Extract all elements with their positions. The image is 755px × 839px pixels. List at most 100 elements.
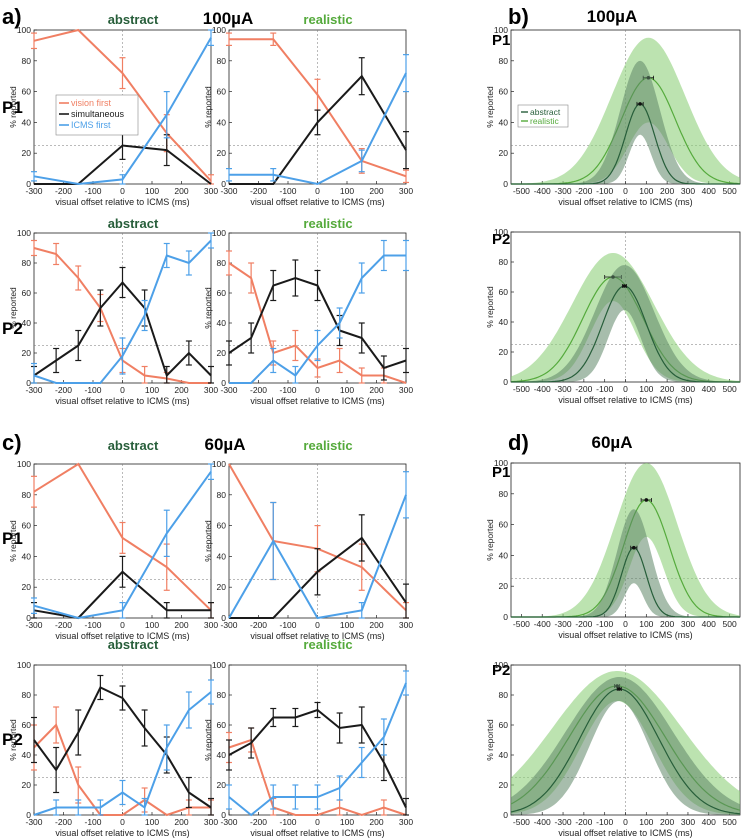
x-tick-label: -100 [279,385,296,395]
x-tick-label: 100 [340,817,354,827]
y-tick-label: 80 [217,490,227,500]
y-tick-label: 20 [499,148,509,158]
series-line-vision-first [228,738,407,817]
chart-d-p2: -500 -400 -300 -200 -100 0 100 200 300 400 500 0 20 4… [485,660,741,838]
legend-label-realistic: realistic [530,116,560,126]
x-tick-label: -300 [555,619,572,629]
y-tick-label: 100 [212,459,226,469]
x-tick-label: 500 [722,384,736,394]
x-tick-label: 200 [174,385,188,395]
y-tick-label: 40 [217,551,227,561]
x-tick-label: 500 [722,619,736,629]
y-tick-label: 80 [217,690,227,700]
x-tick-label: -500 [513,186,530,196]
y-tick-label: 100 [494,227,508,237]
panel-title-c: 60µA [205,435,246,454]
y-tick-label: 20 [22,582,32,592]
x-tick-label: -100 [84,817,101,827]
fit-curve-abstract [511,547,740,618]
participant-label-d-p2: P2 [492,662,510,679]
y-axis-label: % reported [203,719,213,761]
y-tick-label: 0 [221,179,226,189]
x-axis-label: visual offset relative to ICMS (ms) [250,631,384,641]
y-tick-label: 80 [217,56,227,66]
x-tick-label: 300 [204,186,218,196]
x-tick-label: -100 [596,186,613,196]
x-tick-label: -200 [575,186,592,196]
x-tick-label: 300 [681,619,695,629]
y-axis-label: % reported [485,719,495,761]
x-tick-label: 0 [315,385,320,395]
legend-label-vision: vision first [71,98,112,108]
chart-b-p2: -500 -400 -300 -200 -100 0 100 200 300 400 500 0 20 4… [485,227,741,405]
y-tick-label: 0 [221,613,226,623]
x-tick-label: -200 [55,385,72,395]
x-tick-label: 400 [702,384,716,394]
x-tick-label: 500 [722,817,736,827]
y-tick-label: 80 [217,258,227,268]
x-tick-label: -300 [25,186,42,196]
y-tick-label: 100 [17,660,31,670]
x-tick-label: 300 [399,385,413,395]
x-tick-label: 300 [204,385,218,395]
y-tick-label: 100 [212,25,226,35]
x-tick-label: 200 [174,186,188,196]
panel-letter-b: b) [508,4,529,29]
x-tick-label: -200 [55,620,72,630]
x-tick-label: -300 [555,817,572,827]
x-tick-label: 200 [369,186,383,196]
x-tick-label: 400 [702,186,716,196]
x-tick-label: 0 [120,817,125,827]
y-tick-label: 20 [499,347,509,357]
y-tick-label: 100 [17,459,31,469]
x-tick-label: -100 [279,817,296,827]
x-tick-label: 200 [660,619,674,629]
x-tick-label: -300 [220,817,237,827]
x-tick-label: -200 [55,817,72,827]
y-tick-label: 0 [503,179,508,189]
x-tick-label: 0 [315,620,320,630]
x-tick-label: 100 [145,186,159,196]
y-tick-label: 100 [212,228,226,238]
chart-c-p1-abstract: -300 -200 -100 0 100 200 300020406080100visual… [8,459,218,641]
panel-letter-d: d) [508,430,529,455]
legend-label-abstract: abstract [530,107,561,117]
x-tick-label: 200 [660,186,674,196]
y-tick-label: 80 [22,690,32,700]
x-tick-label: 200 [369,620,383,630]
panel-title-d: 60µA [592,433,633,452]
y-tick-label: 60 [217,720,227,730]
x-tick-label: -100 [596,817,613,827]
fit-curve-abstract [511,103,740,185]
x-tick-label: 500 [722,186,736,196]
x-axis-label: visual offset relative to ICMS (ms) [558,197,692,207]
y-axis-label: % reported [203,86,213,128]
x-tick-label: -300 [220,385,237,395]
x-tick-label: 100 [145,620,159,630]
x-tick-label: -300 [25,385,42,395]
participant-label-c-p2: P2 [2,730,23,749]
x-tick-label: 0 [120,620,125,630]
legend-gauss: abstract realistic [517,104,569,128]
cond-label-c2-abstract: abstract [108,637,159,652]
y-tick-label: 0 [26,810,31,820]
cond-label-c-realistic: realistic [303,438,352,453]
y-tick-label: 20 [217,148,227,158]
x-tick-label: 200 [174,817,188,827]
x-tick-label: -200 [575,817,592,827]
participant-label-b-p1: P1 [492,32,510,49]
legend-tnr: vision first simultaneous ICMS first [55,94,139,136]
x-tick-label: -300 [25,620,42,630]
x-axis-label: visual offset relative to ICMS (ms) [558,828,692,838]
x-tick-label: 100 [340,385,354,395]
x-axis-label: visual offset relative to ICMS (ms) [55,631,189,641]
y-tick-label: 40 [499,550,509,560]
x-axis-label: visual offset relative to ICMS (ms) [558,630,692,640]
y-tick-label: 40 [22,551,32,561]
x-tick-label: -500 [513,619,530,629]
x-tick-label: -300 [220,620,237,630]
x-tick-label: 300 [204,620,218,630]
chart-d-p1: -500 -400 -300 -200 -100 0 100 200 300 400 500 0 20 4… [485,458,741,640]
y-tick-label: 80 [499,257,509,267]
